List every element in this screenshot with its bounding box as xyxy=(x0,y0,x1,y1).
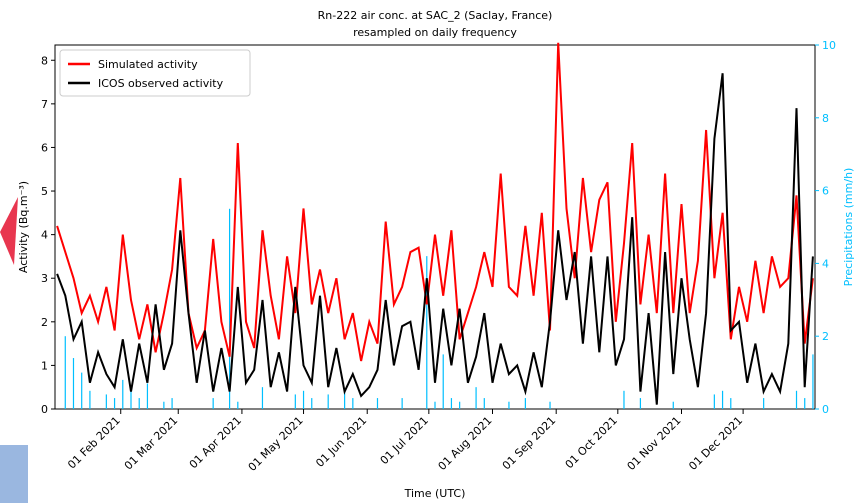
precip-bar xyxy=(442,354,444,409)
precip-bar xyxy=(475,387,477,409)
x-tick-label: 01 Nov 2021 xyxy=(625,414,684,473)
precip-bar xyxy=(376,398,379,409)
y-tick-label: 8 xyxy=(41,54,48,67)
precip-bar xyxy=(171,398,173,409)
precip-bar xyxy=(721,390,724,409)
y-tick-label: 3 xyxy=(41,272,48,285)
y-tick-label: 0 xyxy=(41,403,48,416)
x-tick-label: 01 Jul 2021 xyxy=(378,414,431,467)
x-tick-label: 01 Dec 2021 xyxy=(686,414,745,473)
x-tick-label: 01 Oct 2021 xyxy=(563,414,620,471)
precip-bar xyxy=(113,398,116,409)
precip-bar xyxy=(237,401,239,409)
legend-box xyxy=(59,49,251,97)
precip-bar xyxy=(344,390,346,409)
precip-bar xyxy=(138,398,140,409)
precip-bar xyxy=(163,401,165,409)
precip-bar xyxy=(81,372,83,409)
precip-bar xyxy=(763,398,765,409)
decor-block xyxy=(0,445,28,503)
precip-bar xyxy=(426,256,428,409)
y-tick-label: 6 xyxy=(41,141,48,154)
precip-bar xyxy=(524,398,526,409)
x-tick-label: 01 May 2021 xyxy=(246,414,306,474)
chart-subtitle: resampled on daily frequency xyxy=(353,26,517,39)
precip-bar xyxy=(294,394,296,409)
precip-bar xyxy=(804,398,806,409)
x-tick-label: 01 Sep 2021 xyxy=(500,414,558,472)
precip-bar xyxy=(730,398,732,409)
precip-bar xyxy=(450,398,453,409)
precip-bar xyxy=(89,390,91,409)
x-tick-label: 01 Jun 2021 xyxy=(313,414,369,470)
x-tick-label: 01 Feb 2021 xyxy=(65,414,123,472)
precip-bar xyxy=(459,401,461,409)
y2-tick-label: 2 xyxy=(822,330,829,343)
precip-bar xyxy=(434,401,436,409)
y2-tick-label: 4 xyxy=(822,257,829,270)
precip-bar xyxy=(549,401,551,409)
precip-bar xyxy=(401,398,403,409)
precip-bar xyxy=(672,401,674,409)
x-tick-label: 01 Mar 2021 xyxy=(122,414,181,473)
precip-bar xyxy=(812,354,814,409)
precip-bar xyxy=(72,358,75,409)
y-tick-label: 5 xyxy=(41,185,48,198)
precip-bar xyxy=(508,401,510,409)
legend-label: Simulated activity xyxy=(98,58,198,71)
x-tick-label: 01 Aug 2021 xyxy=(436,414,495,473)
precip-bar xyxy=(327,394,329,409)
y2-axis-label: Precipitations (mm/h) xyxy=(842,168,855,287)
decor-arrow xyxy=(0,197,18,265)
precip-bar xyxy=(64,336,66,409)
series-line xyxy=(56,73,814,405)
precip-bar xyxy=(146,383,149,409)
x-tick-label: 01 Apr 2021 xyxy=(187,414,244,471)
y-tick-label: 1 xyxy=(41,359,48,372)
precip-bar xyxy=(483,398,485,409)
y2-tick-label: 10 xyxy=(822,39,836,52)
precip-bar xyxy=(302,390,305,409)
precip-bar xyxy=(122,379,124,409)
y-tick-label: 4 xyxy=(41,229,48,242)
y2-tick-label: 6 xyxy=(822,185,829,198)
x-axis-label: Time (UTC) xyxy=(404,487,466,500)
precip-bar xyxy=(795,390,798,409)
precip-bar xyxy=(623,390,625,409)
precip-bar xyxy=(261,387,264,409)
series-line xyxy=(56,42,814,362)
precip-bar xyxy=(212,398,214,409)
precip-bar xyxy=(639,398,642,409)
legend-label: ICOS observed activity xyxy=(98,77,224,90)
precip-bar xyxy=(352,398,354,409)
y-tick-label: 7 xyxy=(41,98,48,111)
y2-tick-label: 0 xyxy=(822,403,829,416)
y2-tick-label: 8 xyxy=(822,112,829,125)
y-axis-label: Activity (Bq.m⁻³) xyxy=(17,181,30,273)
precip-bar xyxy=(311,398,313,409)
precip-bar xyxy=(713,394,715,409)
precip-bar xyxy=(105,394,107,409)
precip-bar xyxy=(130,390,132,409)
precip-bar xyxy=(228,208,231,409)
y-tick-label: 2 xyxy=(41,316,48,329)
chart-title: Rn-222 air conc. at SAC_2 (Saclay, Franc… xyxy=(318,9,553,22)
